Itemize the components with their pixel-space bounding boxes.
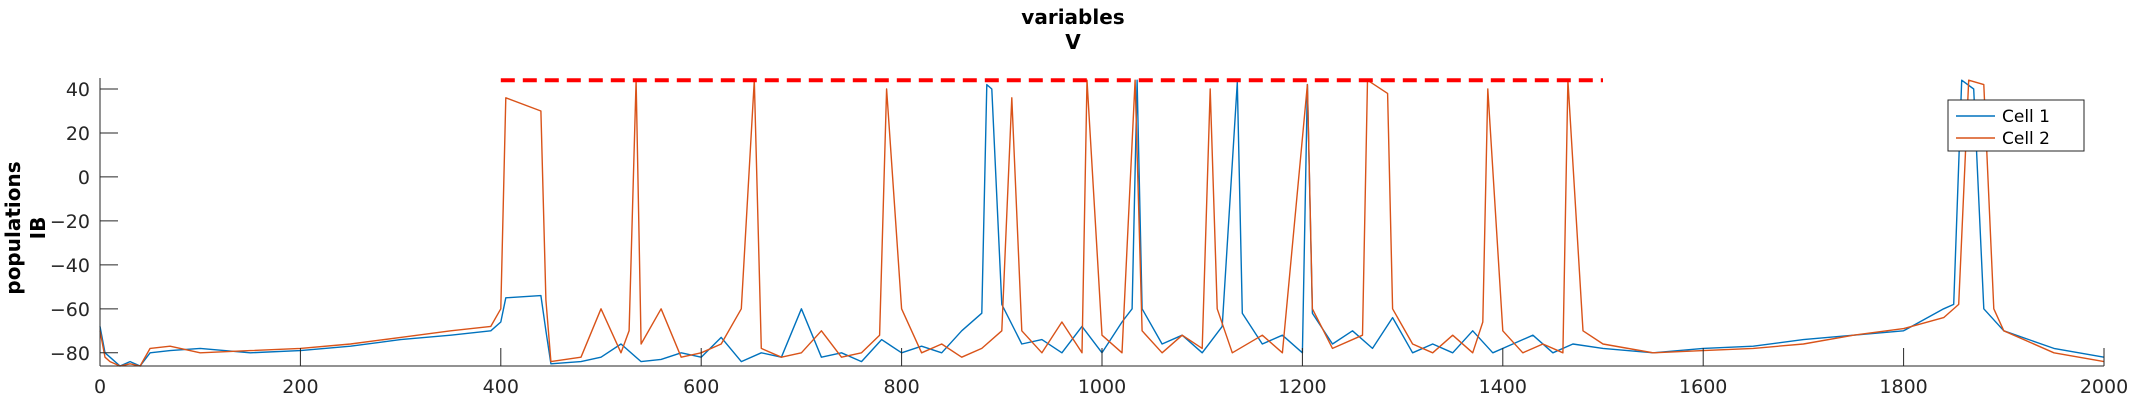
chart-title-line-2: V xyxy=(1065,30,1081,54)
y-axis-label-line-2: IB xyxy=(26,217,50,240)
x-tick-label: 1200 xyxy=(1278,376,1326,398)
legend-box xyxy=(1947,99,2085,152)
x-tick-label: 800 xyxy=(883,376,919,398)
y-tick-label: −40 xyxy=(50,255,90,277)
x-tick-label: 600 xyxy=(683,376,719,398)
y-tick-label: 40 xyxy=(66,79,90,101)
y-axis: −80 −60 −40 −20 0 20 40 xyxy=(50,78,118,366)
y-tick-label: 0 xyxy=(78,167,90,189)
y-tick-label: −80 xyxy=(50,343,90,365)
legend-label-cell-1: Cell 1 xyxy=(2002,107,2050,127)
x-tick-label: 0 xyxy=(94,376,106,398)
x-tick-label: 1000 xyxy=(1078,376,1126,398)
series-line-cell-1 xyxy=(99,79,2105,367)
y-tick-label: 20 xyxy=(66,123,90,145)
x-axis: 0 200 400 600 800 1000 1200 1400 1600 1800 2000 xyxy=(94,348,2128,398)
x-tick-label: 1800 xyxy=(1879,376,1927,398)
y-axis-label: populations IB xyxy=(1,161,50,294)
x-tick-label: 2000 xyxy=(2080,376,2128,398)
y-tick-label: −20 xyxy=(50,211,90,233)
series-line-cell-2 xyxy=(99,79,2105,367)
plot-area xyxy=(99,78,2105,367)
chart-title-line-1: variables xyxy=(1021,5,1124,29)
x-tick-label: 400 xyxy=(483,376,519,398)
x-tick-label: 1400 xyxy=(1479,376,1527,398)
legend-label-cell-2: Cell 2 xyxy=(2002,129,2050,149)
x-tick-label: 200 xyxy=(282,376,318,398)
x-tick-label: 1600 xyxy=(1679,376,1727,398)
y-tick-label: −60 xyxy=(50,299,90,321)
legend: Cell 1 Cell 2 xyxy=(1947,99,2085,152)
y-axis-label-line-1: populations xyxy=(1,161,25,294)
